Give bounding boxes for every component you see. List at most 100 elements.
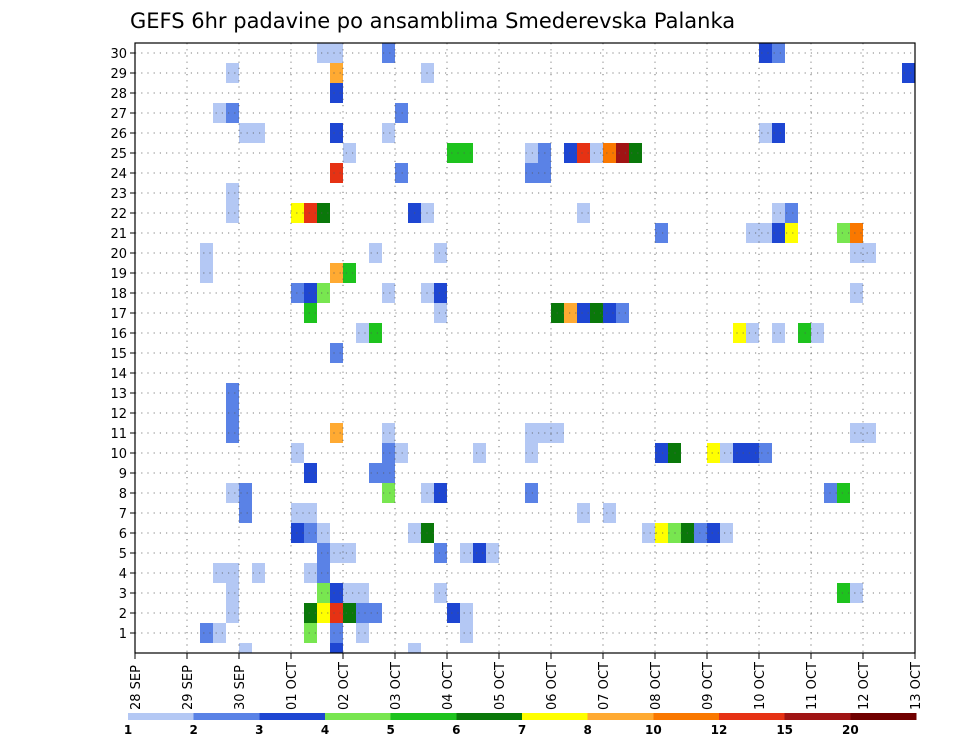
precip-cell xyxy=(655,443,668,463)
y-tick-label: 26 xyxy=(110,127,127,142)
precip-cell xyxy=(226,483,239,503)
x-tick-label: 07 OCT xyxy=(597,662,612,710)
precip-cell xyxy=(772,323,785,343)
precip-cell xyxy=(304,503,317,523)
colorbar-label: 15 xyxy=(776,723,793,737)
precip-cell xyxy=(785,203,798,223)
precip-cell xyxy=(395,163,408,183)
x-tick-label: 13 OCT xyxy=(909,662,924,710)
precip-cell xyxy=(655,523,668,543)
precip-cell xyxy=(317,43,330,63)
precip-cell xyxy=(434,243,447,263)
x-tick-label: 01 OCT xyxy=(285,662,300,710)
precip-cell xyxy=(343,603,356,623)
precip-cell xyxy=(434,303,447,323)
precip-cell xyxy=(382,43,395,63)
y-tick-label: 28 xyxy=(110,87,127,102)
precip-cell xyxy=(850,243,863,263)
precip-cell xyxy=(447,143,460,163)
precip-cell xyxy=(330,343,343,363)
precip-cell xyxy=(343,583,356,603)
precip-cell xyxy=(642,523,655,543)
precip-cell xyxy=(850,423,863,443)
precip-cell xyxy=(473,443,486,463)
precip-cell xyxy=(850,583,863,603)
y-axis: 1234567891011121314151617181920212223242… xyxy=(110,47,135,642)
precip-cell xyxy=(746,223,759,243)
precip-cell xyxy=(382,463,395,483)
colorbar-label: 3 xyxy=(255,723,263,737)
precip-cell xyxy=(291,203,304,223)
precip-cell xyxy=(239,503,252,523)
precip-cell xyxy=(317,603,330,623)
precip-cell xyxy=(369,243,382,263)
precip-cell xyxy=(434,483,447,503)
precip-cell xyxy=(525,423,538,443)
precip-cell xyxy=(291,523,304,543)
colorbar-swatch xyxy=(653,713,720,720)
colorbar-label: 1 xyxy=(124,723,132,737)
precip-cell xyxy=(239,123,252,143)
y-tick-label: 12 xyxy=(110,407,127,422)
precip-cell xyxy=(226,63,239,83)
precip-cell xyxy=(460,143,473,163)
colorbar-swatch xyxy=(390,713,457,720)
precip-cell xyxy=(291,443,304,463)
x-axis: 28 SEP 29 SEP 30 SEP 01 OCT 02 OCT 03 OCT 04 O… xyxy=(129,653,924,710)
x-tick-label: 29 SEP xyxy=(181,665,196,710)
precip-cell xyxy=(837,223,850,243)
y-tick-label: 1 xyxy=(119,627,127,642)
precip-cell xyxy=(304,203,317,223)
x-tick-label: 11 OCT xyxy=(805,662,820,710)
colorbar-swatch xyxy=(784,713,851,720)
colorbar-label: 2 xyxy=(189,723,197,737)
precip-cell xyxy=(330,603,343,623)
y-tick-label: 11 xyxy=(110,427,127,442)
precip-cell xyxy=(759,123,772,143)
y-tick-label: 19 xyxy=(110,267,127,282)
precip-cell xyxy=(590,143,603,163)
precip-cell xyxy=(525,483,538,503)
precip-cell xyxy=(382,283,395,303)
precip-cell xyxy=(317,283,330,303)
colorbar-swatch xyxy=(456,713,523,720)
precip-cell xyxy=(434,283,447,303)
y-tick-label: 25 xyxy=(110,147,127,162)
precip-cell xyxy=(460,603,473,623)
x-tick-label: 06 OCT xyxy=(545,662,560,710)
precip-cell xyxy=(343,543,356,563)
precip-cell xyxy=(330,123,343,143)
precip-cell xyxy=(447,603,460,623)
precip-cell xyxy=(317,203,330,223)
colorbar-swatch xyxy=(587,713,654,720)
precip-cell xyxy=(330,423,343,443)
precip-cell xyxy=(304,603,317,623)
y-tick-label: 29 xyxy=(110,67,127,82)
precip-cell xyxy=(304,563,317,583)
precip-cell xyxy=(252,563,265,583)
precip-cell xyxy=(733,323,746,343)
precip-cell xyxy=(239,483,252,503)
precip-cell xyxy=(317,583,330,603)
precip-cell xyxy=(434,583,447,603)
precip-cell xyxy=(460,543,473,563)
colorbar-label: 7 xyxy=(518,723,526,737)
precip-cell xyxy=(330,623,343,643)
precip-cell xyxy=(382,443,395,463)
precip-cell xyxy=(525,143,538,163)
colorbar-label: 10 xyxy=(645,723,662,737)
precip-cell xyxy=(369,463,382,483)
y-tick-label: 5 xyxy=(119,547,127,562)
precip-cell xyxy=(317,523,330,543)
precip-cell xyxy=(408,643,421,653)
precip-cell xyxy=(434,543,447,563)
precip-cell xyxy=(772,123,785,143)
x-tick-label: 03 OCT xyxy=(389,662,404,710)
precip-cell xyxy=(330,643,343,653)
y-tick-label: 9 xyxy=(119,467,127,482)
y-tick-label: 22 xyxy=(110,207,127,222)
precip-cell xyxy=(564,143,577,163)
precip-cell xyxy=(395,443,408,463)
colorbar-label: 6 xyxy=(452,723,460,737)
precip-cell xyxy=(330,63,343,83)
